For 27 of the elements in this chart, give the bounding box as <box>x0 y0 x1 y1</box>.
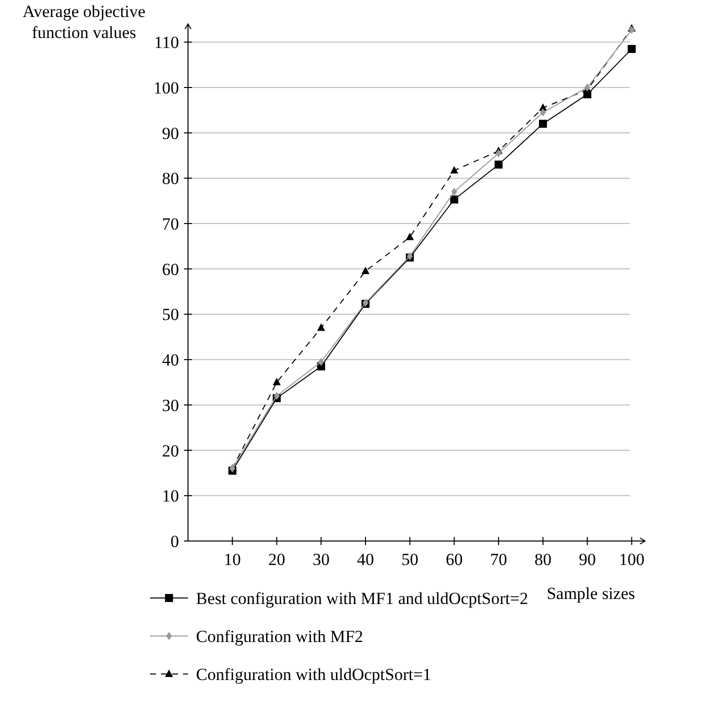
x-tick-label: 100 <box>618 550 644 569</box>
y-tick-label: 100 <box>154 78 179 98</box>
y-tick-label: 30 <box>162 396 179 415</box>
y-tick-label: 50 <box>162 305 179 324</box>
x-tick-label: 50 <box>401 550 418 569</box>
y-tick-label: 10 <box>162 486 179 506</box>
legend-label: Configuration with MF2 <box>196 627 364 646</box>
y-tick-label: 0 <box>170 532 179 551</box>
y-tick-label: 70 <box>162 214 179 234</box>
y-axis-title: Average objective function values <box>22 2 146 42</box>
x-axis-title: Sample sizes <box>546 584 635 603</box>
y-tick-label: 60 <box>162 260 179 279</box>
x-tick-label: 20 <box>268 550 286 569</box>
x-tick-label: 10 <box>224 550 241 569</box>
x-tick-label: 90 <box>578 550 596 569</box>
y-tick-label: 110 <box>154 33 179 52</box>
legend-label: Configuration with uldOcptSort=1 <box>196 665 432 684</box>
y-tick-label: 20 <box>162 441 179 460</box>
y-tick-label: 90 <box>162 124 179 143</box>
x-tick-label: 40 <box>356 550 374 569</box>
x-tick-label: 60 <box>446 550 463 569</box>
legend-label: Best configuration with MF1 and uldOcptSort=2 <box>196 589 528 608</box>
y-tick-label: 80 <box>162 169 179 188</box>
y-tick-label: 40 <box>162 350 179 370</box>
x-tick-label: 30 <box>312 550 330 569</box>
x-tick-label: 70 <box>490 550 508 569</box>
x-tick-label: 80 <box>534 550 552 569</box>
